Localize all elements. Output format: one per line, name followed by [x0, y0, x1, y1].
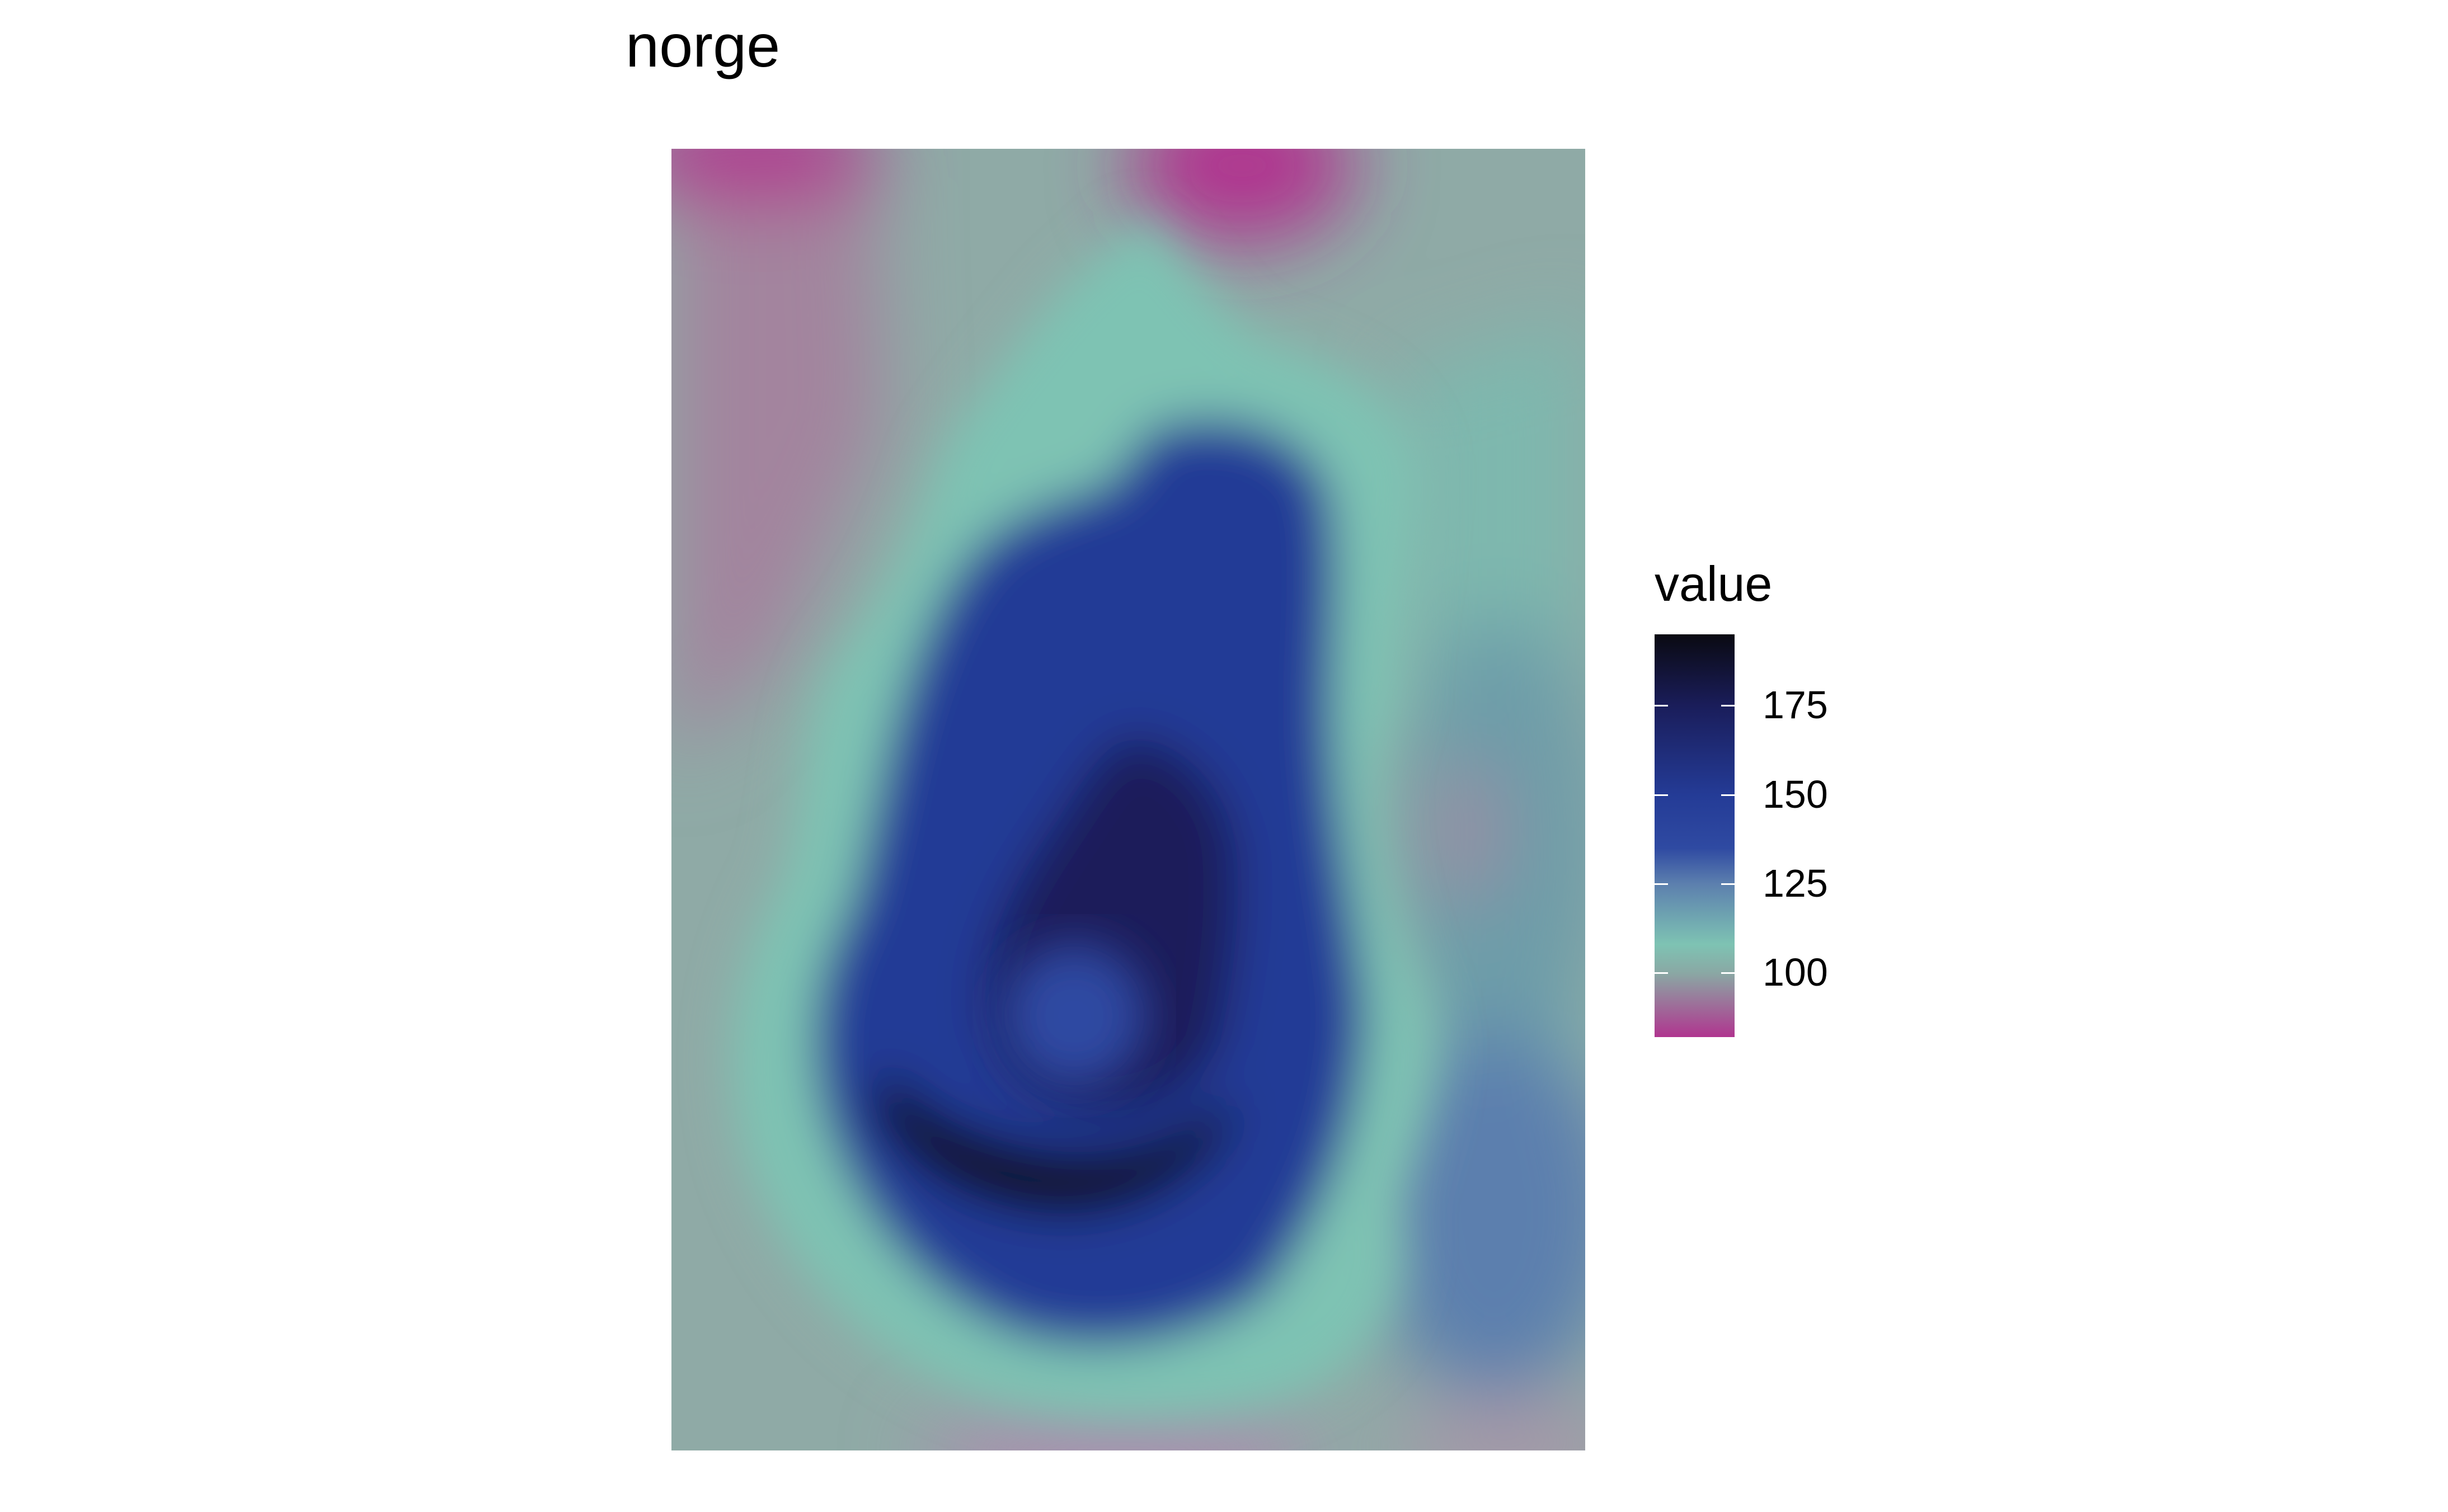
- legend-tick-left-175: [1655, 705, 1668, 707]
- legend-tick-right-100: [1721, 972, 1735, 974]
- legend-tick-label: 150: [1763, 772, 1828, 816]
- heatmap-cell-east-pocket: [1435, 759, 1497, 904]
- legend-tick-label: 100: [1763, 950, 1828, 995]
- legend-tick-right-150: [1721, 794, 1735, 796]
- heatmap-raster: [671, 149, 1585, 1450]
- legend-tick-left-150: [1655, 794, 1668, 796]
- heatmap-cell-north-west: [671, 149, 884, 205]
- legend-title: value: [1655, 556, 1773, 611]
- legend-colorbar: [1655, 634, 1735, 1037]
- legend-tick-label: 175: [1763, 683, 1828, 727]
- legend-tick-left-125: [1655, 883, 1668, 885]
- legend-tick-right-175: [1721, 705, 1735, 707]
- heatmap-cell-southern-trough: [873, 1066, 1231, 1215]
- heatmap-surface: [671, 149, 1585, 1450]
- legend-tick-label: 125: [1763, 861, 1828, 906]
- heatmap-cell-north-centre: [1130, 149, 1354, 244]
- legend-tick-left-100: [1655, 972, 1668, 974]
- chart-title: norge: [626, 12, 781, 79]
- legend-tick-right-125: [1721, 883, 1735, 885]
